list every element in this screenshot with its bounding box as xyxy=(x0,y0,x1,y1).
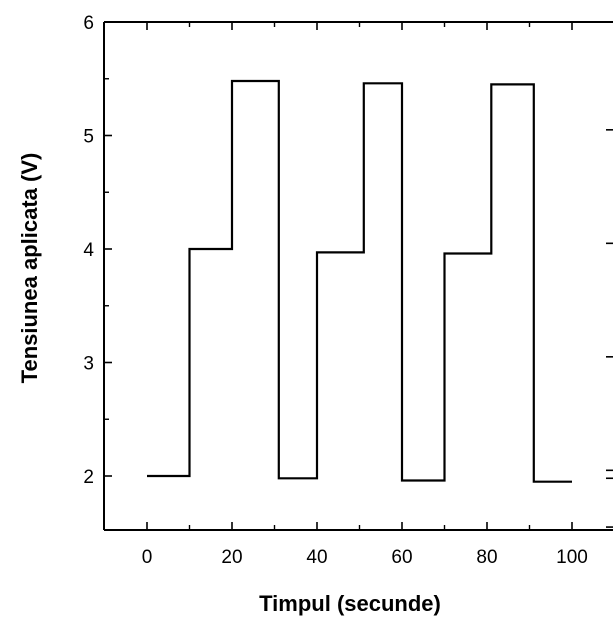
data-series xyxy=(147,81,572,482)
y-tick-label: 3 xyxy=(83,354,94,375)
x-axis-title: Timpul (secunde) xyxy=(259,591,441,616)
series-line xyxy=(147,81,572,482)
y-tick-label: 4 xyxy=(83,240,94,261)
y-axis-title: Tensiunea aplicata (V) xyxy=(17,153,42,384)
plot-frame xyxy=(104,22,613,530)
y-tick-label: 5 xyxy=(83,127,94,148)
x-tick-label: 60 xyxy=(391,547,412,568)
x-tick-label: 100 xyxy=(556,547,588,568)
x-tick-label: 40 xyxy=(306,547,327,568)
x-tick-label: 80 xyxy=(476,547,497,568)
x-tick-label: 0 xyxy=(142,547,153,568)
x-tick-label: 20 xyxy=(221,547,242,568)
y-tick-label: 2 xyxy=(83,467,94,488)
y-tick-label: 6 xyxy=(83,13,94,34)
